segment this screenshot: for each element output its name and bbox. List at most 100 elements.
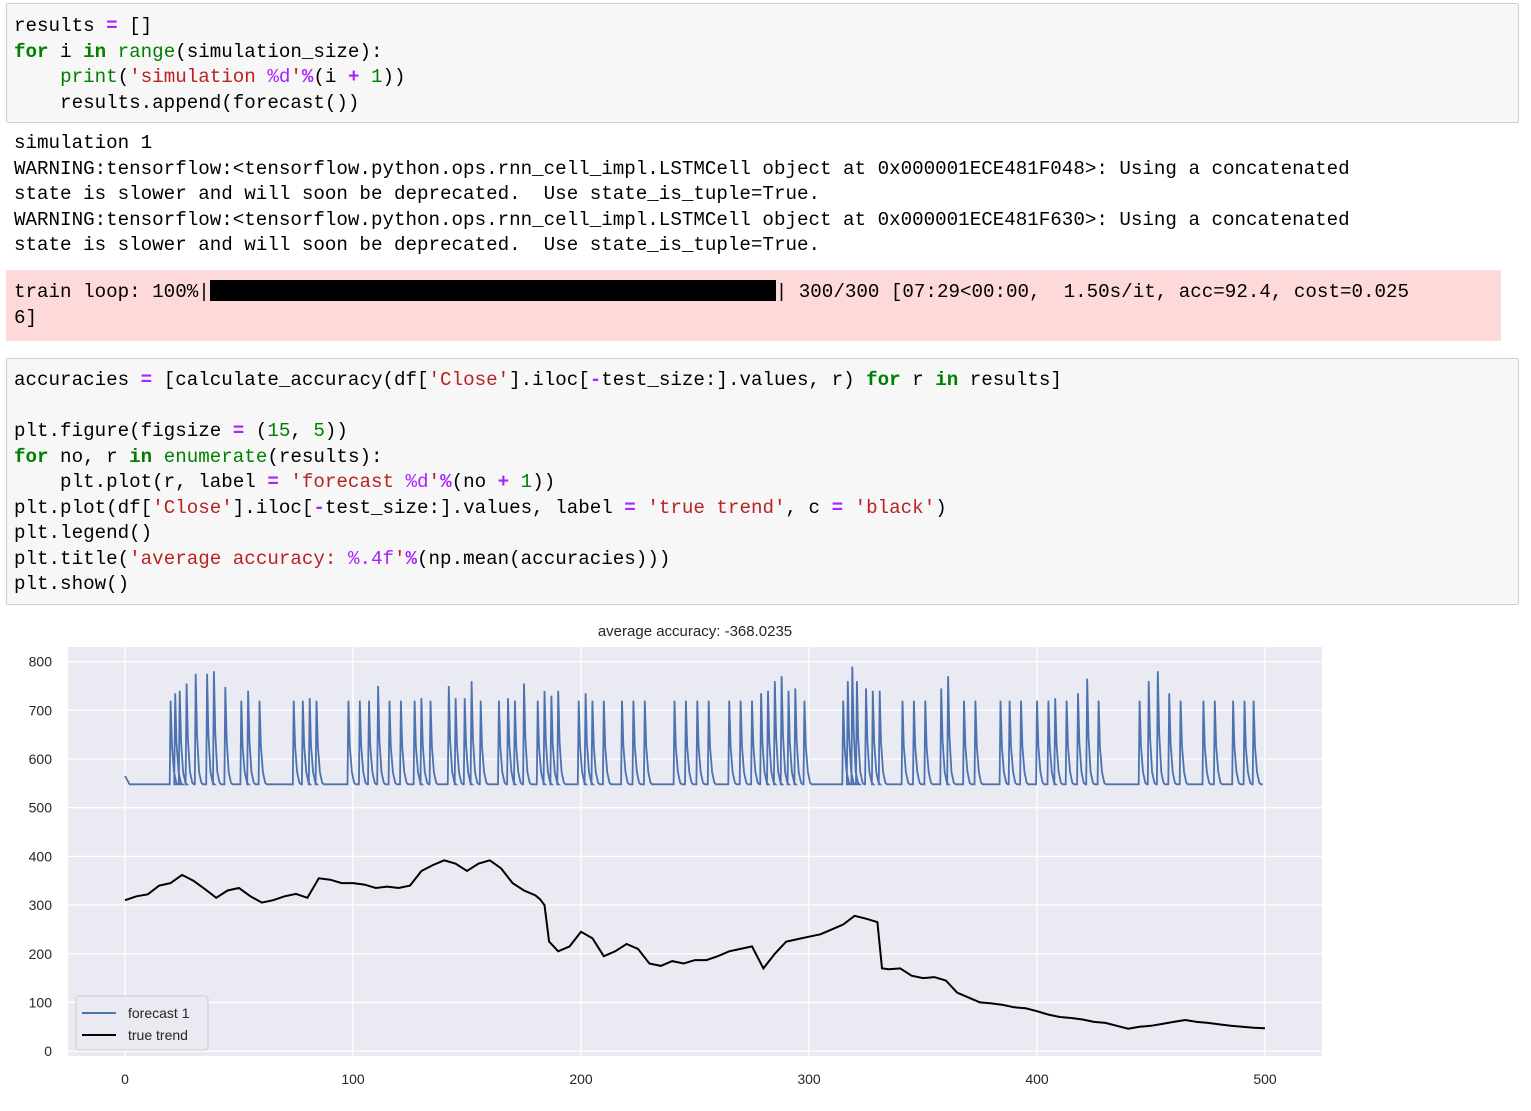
code-line: plt.figure(figsize = (15, 5)) bbox=[14, 419, 1062, 445]
code-token bbox=[359, 66, 371, 88]
code-token bbox=[106, 41, 118, 63]
y-tick-label: 100 bbox=[29, 994, 53, 1010]
code-token: (simulation_size): bbox=[175, 40, 383, 63]
code-token: ].iloc[ bbox=[509, 369, 590, 391]
code-line: for no, r in enumerate(results): bbox=[14, 445, 1062, 471]
y-tick-labels: 0 100 200 300 400 500 600 700 800 bbox=[29, 654, 53, 1060]
code-token: )) bbox=[324, 420, 348, 442]
code-token: ( bbox=[117, 66, 130, 88]
code-token: ' bbox=[394, 547, 406, 570]
code-token: 5 bbox=[313, 420, 325, 442]
x-tick-label: 100 bbox=[341, 1071, 365, 1087]
code-token: [] bbox=[117, 15, 153, 37]
code-token bbox=[843, 497, 855, 519]
code-token: [calculate_accuracy(df[ bbox=[152, 369, 429, 391]
code-token: ' bbox=[428, 471, 441, 493]
code-token: % bbox=[405, 547, 418, 570]
code-token: plt.legend() bbox=[14, 522, 153, 544]
code-token: test_size:].values, label bbox=[324, 496, 625, 519]
code-token: = bbox=[267, 471, 279, 493]
code-token: plt.plot(df[ bbox=[14, 496, 153, 519]
code-token: 'average accuracy: bbox=[129, 547, 348, 570]
cell-1-stdout: simulation 1 WARNING:tensorflow:<tensorfl… bbox=[14, 131, 1350, 259]
chart-title: average accuracy: -368.0235 bbox=[598, 623, 792, 640]
code-token: test_size:].values, r) bbox=[601, 369, 867, 391]
code-token: in bbox=[935, 369, 959, 391]
output-line: WARNING:tensorflow:<tensorflow.python.op… bbox=[14, 157, 1350, 180]
code-token: (i bbox=[313, 66, 348, 88]
output-line: state is slower and will soon be depreca… bbox=[14, 183, 821, 205]
code-line: plt.show() bbox=[14, 572, 1062, 598]
code-token: plt.show() bbox=[14, 573, 130, 595]
code-token: % bbox=[440, 471, 452, 493]
x-tick-label: 200 bbox=[569, 1071, 593, 1087]
code-token bbox=[14, 66, 60, 88]
code-cell-2-source[interactable]: accuracies = [calculate_accuracy(df['Clo… bbox=[14, 368, 1062, 598]
code-line: results.append(forecast()) bbox=[14, 91, 406, 117]
code-token: for bbox=[14, 445, 49, 468]
code-token: results.append(forecast()) bbox=[14, 91, 360, 114]
progress-bar bbox=[209, 280, 776, 301]
y-tick-label: 800 bbox=[29, 654, 53, 670]
code-token: (np.mean(accuracies))) bbox=[417, 547, 671, 570]
x-tick-label: 300 bbox=[797, 1071, 821, 1087]
code-line: for i in range(simulation_size): bbox=[14, 40, 406, 66]
code-token: enumerate bbox=[163, 445, 268, 468]
code-token: %d bbox=[267, 66, 291, 88]
code-token: )) bbox=[532, 471, 556, 493]
code-token: for bbox=[866, 369, 901, 391]
code-token: = bbox=[140, 369, 153, 391]
code-token: 'forecast bbox=[290, 471, 406, 493]
output-line: simulation 1 bbox=[14, 132, 153, 154]
code-cell-2[interactable]: accuracies = [calculate_accuracy(df['Clo… bbox=[6, 358, 1519, 605]
code-token: (results): bbox=[267, 445, 383, 468]
code-token: 1 bbox=[370, 66, 383, 88]
code-token bbox=[636, 497, 648, 519]
code-token: - bbox=[589, 369, 602, 391]
code-token: )) bbox=[382, 66, 406, 88]
code-token: 'simulation bbox=[129, 66, 268, 88]
series-lines bbox=[124, 666, 1266, 1030]
code-token: print bbox=[60, 66, 118, 88]
code-token: + bbox=[347, 66, 360, 88]
code-token: 1 bbox=[520, 471, 533, 493]
code-token bbox=[509, 471, 521, 493]
output-line: state is slower and will soon be depreca… bbox=[14, 234, 821, 256]
code-token: (no bbox=[451, 471, 498, 493]
code-token: , c bbox=[785, 496, 832, 519]
legend: forecast 1 true trend bbox=[75, 995, 209, 1051]
code-token bbox=[152, 446, 164, 468]
y-tick-label: 400 bbox=[29, 848, 53, 864]
output-line: WARNING:tensorflow:<tensorflow.python.op… bbox=[14, 208, 1350, 231]
y-tick-label: 500 bbox=[29, 800, 53, 816]
code-token: i bbox=[48, 40, 84, 63]
code-token: = bbox=[624, 496, 636, 519]
code-token: 'Close' bbox=[152, 496, 233, 519]
series-forecast-1 bbox=[124, 666, 1263, 786]
series-true-trend bbox=[124, 859, 1266, 1030]
code-cell-1-source[interactable]: results = [] for i in range(simulation_si… bbox=[14, 14, 406, 116]
x-tick-label: 400 bbox=[1025, 1071, 1049, 1087]
code-token: ( bbox=[244, 420, 268, 442]
code-token: + bbox=[497, 471, 510, 493]
code-line bbox=[14, 394, 1062, 420]
code-token: 'black' bbox=[854, 496, 936, 519]
code-token: 15 bbox=[267, 420, 291, 442]
code-line: plt.title('average accuracy: %.4f'%(np.m… bbox=[14, 547, 1062, 573]
code-token: plt.plot(r, label bbox=[14, 471, 268, 493]
code-token: in bbox=[83, 40, 107, 63]
code-token: % bbox=[301, 66, 314, 88]
code-token: = bbox=[831, 496, 844, 519]
code-token: %d bbox=[405, 471, 429, 493]
code-token: %.4f bbox=[347, 547, 394, 570]
code-line: plt.legend() bbox=[14, 521, 1062, 547]
code-token: in bbox=[129, 445, 153, 468]
code-token: ) bbox=[935, 496, 947, 519]
code-token: range bbox=[117, 40, 176, 63]
code-token: for bbox=[14, 40, 49, 63]
progress-prefix: train loop: 100%| bbox=[14, 281, 210, 303]
code-token: plt.title( bbox=[14, 547, 130, 570]
y-tick-label: 700 bbox=[29, 702, 53, 718]
y-tick-label: 300 bbox=[29, 897, 53, 913]
code-cell-1[interactable]: results = [] for i in range(simulation_si… bbox=[6, 3, 1519, 123]
